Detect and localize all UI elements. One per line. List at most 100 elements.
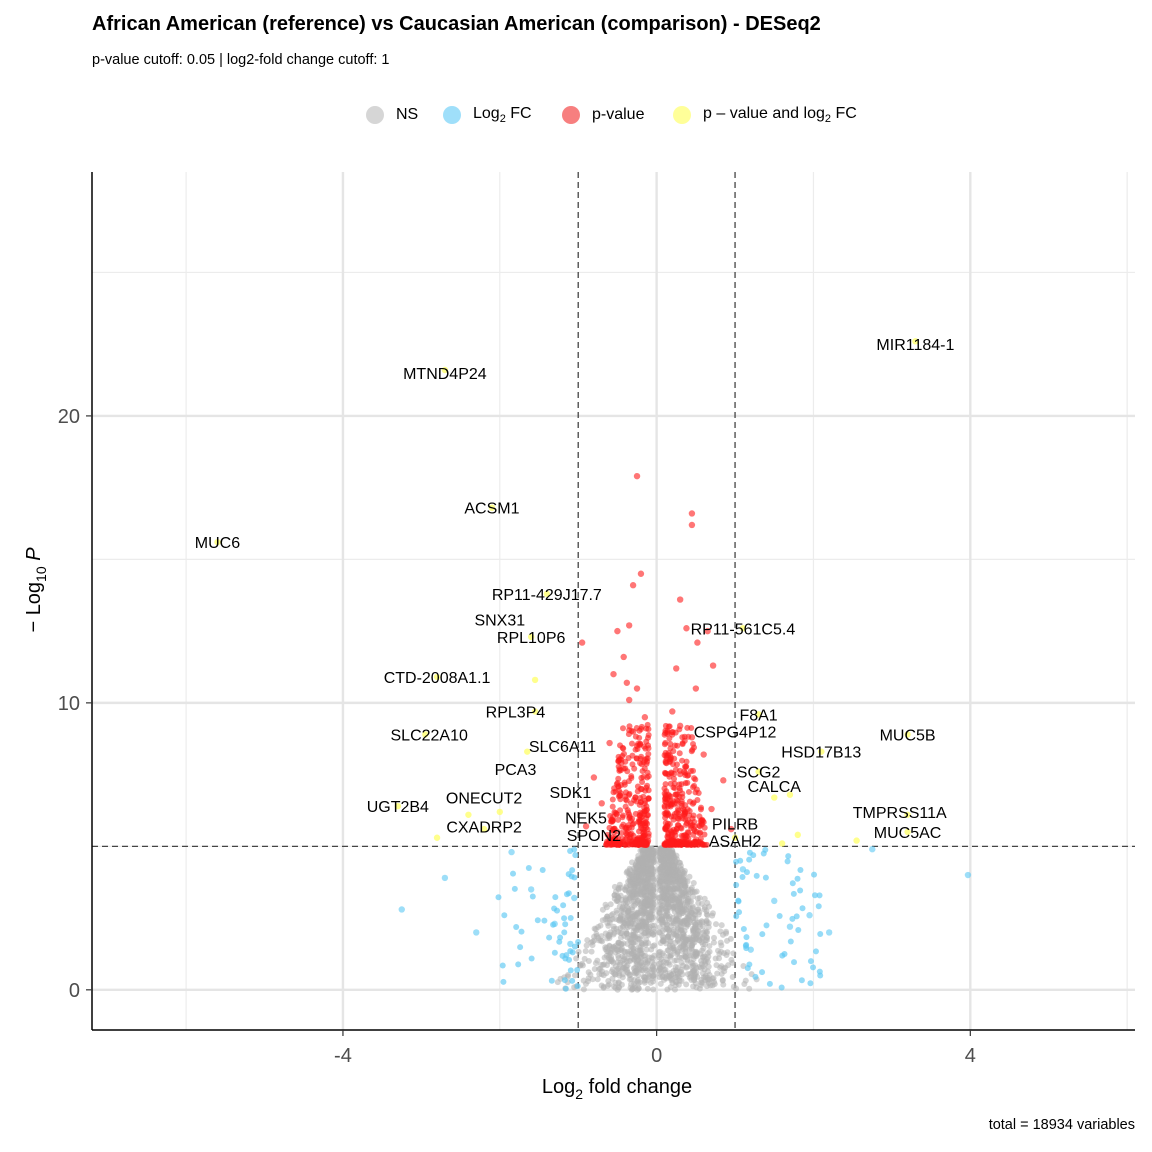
point-log2fc [571, 846, 578, 853]
axes [86, 172, 1135, 1036]
point-pvalue [662, 781, 669, 788]
gene-label: ONECUT2 [446, 791, 523, 808]
point-ns [604, 915, 611, 922]
point-ns [650, 986, 657, 993]
point-log2fc [562, 955, 569, 962]
point-log2fc [571, 943, 578, 950]
point-pvalue [674, 806, 681, 813]
data-points [214, 338, 972, 993]
point-pvalue [623, 826, 630, 833]
point-ns [666, 961, 673, 968]
point-ns [664, 874, 671, 881]
point-pvalue [661, 804, 668, 811]
point-pvalue [628, 830, 635, 837]
point-ns [675, 874, 682, 881]
point-log2fc [816, 892, 823, 899]
point-p-value-and-log2-fc [527, 633, 535, 641]
point-ns [635, 965, 642, 972]
point-ns [674, 949, 681, 956]
point-ns [584, 978, 591, 985]
y-tick-label: 20 [58, 406, 80, 428]
point-p-value-and-log2-fc [422, 731, 429, 738]
point-pvalue [641, 800, 648, 807]
point-ns [711, 934, 718, 941]
legend-key-ns [366, 106, 384, 124]
point-p-value-and-log2-fc [433, 673, 441, 681]
point-ns [667, 849, 674, 856]
point-pvalue [645, 787, 652, 794]
point-pvalue [665, 810, 672, 817]
point-p-value [704, 627, 711, 635]
point-pvalue [674, 841, 681, 848]
point-ns [630, 931, 637, 938]
point-p-value-and-log2-fc [755, 768, 762, 775]
point-pvalue [670, 748, 677, 755]
point-pvalue [644, 769, 651, 776]
point-ns [691, 925, 698, 932]
point-ns [670, 914, 677, 921]
point-p-value [620, 653, 627, 661]
point-p-value [665, 834, 672, 841]
point-ns [639, 865, 646, 872]
point-p-value-and-log2-fc [543, 590, 551, 598]
point-p-value [578, 639, 586, 646]
point-ns [657, 909, 664, 916]
point-ns [635, 985, 642, 992]
point-ns [729, 974, 736, 981]
point-log2fc [499, 962, 506, 969]
point-ns [635, 897, 642, 904]
point-pvalue [690, 831, 697, 838]
point-p-value [629, 728, 637, 735]
point-pvalue [676, 811, 683, 818]
point-ns [615, 979, 622, 986]
point-ns [648, 866, 655, 873]
point-ns [693, 949, 700, 956]
point-ns [701, 966, 708, 973]
point-ns [613, 898, 620, 905]
gene-label: CXADRP2 [446, 819, 522, 836]
point-ns [699, 954, 706, 961]
point-log2fc [736, 909, 743, 916]
point-ns [659, 850, 666, 857]
point-pvalue [698, 817, 705, 824]
point-pvalue [663, 760, 670, 767]
point-ns [661, 891, 668, 898]
point-log2-fc [825, 929, 833, 936]
point-ns [685, 886, 692, 893]
point-pvalue [636, 828, 643, 835]
gene-label: MUC5B [880, 727, 936, 744]
point-ns [656, 879, 663, 886]
point-ns [625, 918, 632, 925]
point-p-value-and-log2-fc [904, 731, 911, 738]
point-pvalue [637, 820, 644, 827]
point-log2fc [789, 915, 796, 922]
point-pvalue [610, 789, 617, 796]
point-pvalue [666, 723, 673, 730]
point-ns [663, 912, 670, 919]
point-ns [625, 957, 632, 964]
point-ns [724, 937, 731, 944]
point-ns [664, 907, 671, 914]
gene-label: CALCA [748, 779, 802, 796]
point-ns [610, 931, 617, 938]
point-pvalue [701, 831, 708, 838]
point-ns [684, 899, 691, 906]
point-pvalue [615, 816, 622, 823]
point-log2fc [569, 949, 576, 956]
point-ns [603, 944, 610, 951]
point-ns [668, 858, 675, 865]
point-log2fc [568, 873, 575, 880]
point-p-value-and-log2-fc [739, 625, 747, 632]
tick-labels: -4 0 4 0 10 20 [58, 406, 976, 1067]
point-p-value-and-log2-fc [524, 748, 531, 755]
point-ns [688, 977, 695, 984]
point-ns [631, 865, 638, 872]
point-p-value-and-log2-fc [904, 811, 911, 818]
point-p-value [708, 805, 715, 813]
point-p-value-and-log2-fc [496, 808, 503, 816]
point-ns [709, 982, 716, 989]
point-log2fc [574, 983, 581, 990]
point-pvalue [641, 811, 648, 818]
point-p-value [610, 837, 617, 844]
point-ns [631, 902, 638, 909]
